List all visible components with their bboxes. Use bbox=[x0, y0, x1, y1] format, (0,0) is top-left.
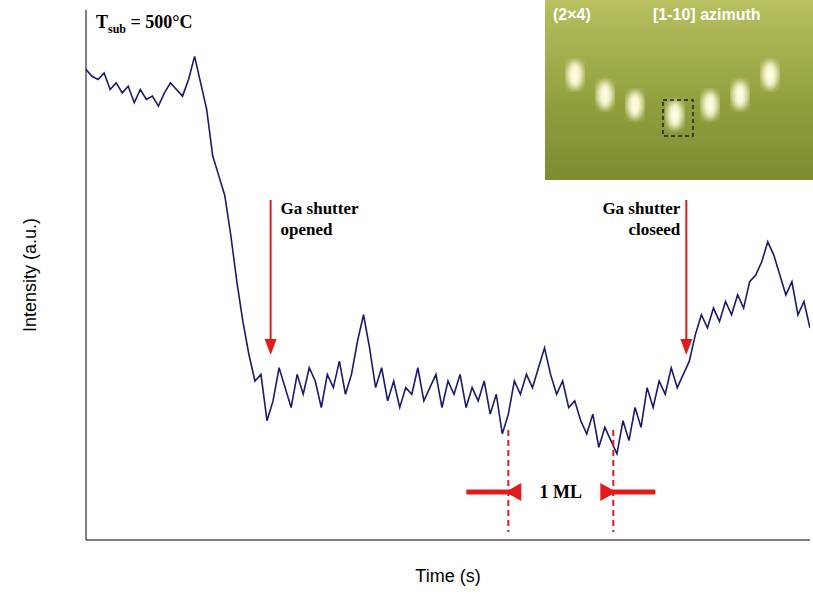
svg-text:Time (s): Time (s) bbox=[415, 566, 480, 586]
svg-text:Intensity (a.u.): Intensity (a.u.) bbox=[20, 218, 40, 332]
svg-text:closeed: closeed bbox=[628, 220, 680, 239]
html-text:(2×4): (2×4) bbox=[553, 6, 591, 23]
html-text:[1-10] azimuth: [1-10] azimuth bbox=[653, 6, 761, 23]
svg-text:1 ML: 1 ML bbox=[540, 482, 583, 502]
html-text:Tsub= 500°C: Tsub= 500°C bbox=[96, 12, 193, 36]
svg-text:opened: opened bbox=[281, 220, 334, 239]
svg-text:Ga shutter: Ga shutter bbox=[602, 199, 680, 218]
svg-text:Ga shutter: Ga shutter bbox=[281, 199, 359, 218]
